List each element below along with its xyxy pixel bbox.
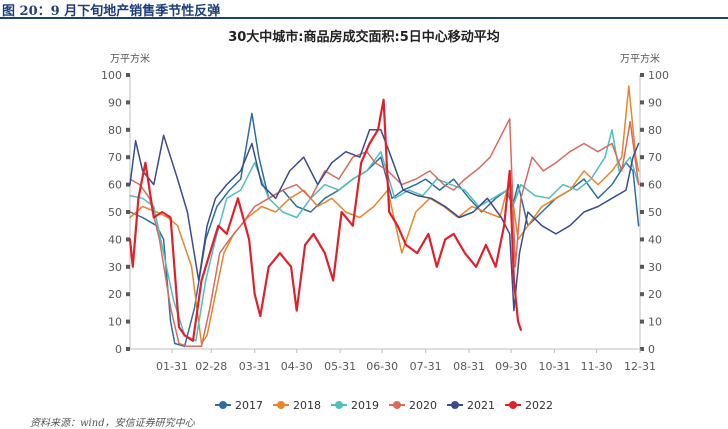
legend-label-2018: 2018 [293, 399, 321, 412]
x-tick-label: 06-30 [366, 360, 398, 373]
y-tick-label-left: 40 [108, 233, 122, 246]
y-tick-label-right: 10 [648, 316, 662, 329]
y-tick-left-marker [126, 319, 130, 324]
x-tick-label: 04-30 [281, 360, 313, 373]
legend-swatch-marker-2021 [451, 401, 459, 409]
y-tick-right-marker [640, 292, 644, 297]
series-line-2021 [129, 129, 640, 312]
y-tick-right-marker [640, 319, 644, 324]
x-tick-label: 10-31 [539, 360, 571, 373]
y-tick-left-marker [126, 127, 130, 132]
legend-label-2019: 2019 [351, 399, 379, 412]
series-line-2017 [129, 112, 640, 348]
y-tick-label-right: 50 [648, 206, 662, 219]
y-tick-right-marker [640, 155, 644, 160]
legend-swatch-marker-2020 [393, 401, 401, 409]
y-tick-left-marker [126, 73, 130, 77]
figure-title: 图 20：9 月下旬地产销售季节性反弹 [2, 4, 221, 19]
y-tick-left-marker [126, 237, 130, 242]
y-tick-label-left: 90 [108, 96, 122, 109]
y-tick-label-left: 10 [108, 316, 122, 329]
y-tick-label-left: 80 [108, 124, 122, 137]
legend-swatch-marker-2017 [219, 401, 227, 409]
y-tick-left-marker [126, 100, 130, 105]
y-tick-right-marker [640, 182, 644, 187]
y-tick-right-marker [640, 127, 644, 132]
y-tick-right-marker [640, 237, 644, 242]
x-tick-label: 07-31 [410, 360, 442, 373]
y-tick-label-right: 100 [648, 69, 669, 82]
x-tick-label: 01-31 [156, 360, 188, 373]
legend-swatch-marker-2018 [277, 401, 285, 409]
y-tick-label-right: 80 [648, 124, 662, 137]
x-tick-label: 11-30 [581, 360, 613, 373]
y-tick-label-right: 60 [648, 179, 662, 192]
y-tick-left-marker [126, 210, 130, 214]
y-tick-right-marker [640, 210, 644, 214]
y-tick-right-marker [640, 264, 644, 269]
y-tick-right-marker [640, 100, 644, 105]
y-tick-label-right: 20 [648, 288, 662, 301]
figure-header: 图 20：9 月下旬地产销售季节性反弹 [0, 0, 728, 22]
x-tick-label: 12-31 [624, 360, 656, 373]
y-tick-label-left: 30 [108, 261, 122, 274]
legend-swatch-marker-2019 [335, 401, 343, 409]
legend-label-2021: 2021 [467, 399, 495, 412]
y-tick-label-left: 0 [115, 343, 122, 356]
figure-header-rule [0, 17, 728, 19]
legend-label-2017: 2017 [235, 399, 263, 412]
figure-source: 资料来源：wind，安信证券研究中心 [30, 418, 195, 429]
y-tick-label-right: 70 [648, 151, 662, 164]
x-tick-label: 08-31 [453, 360, 485, 373]
y-tick-label-right: 90 [648, 96, 662, 109]
y-tick-right-marker [640, 73, 644, 77]
right-axis-unit: 万平方米 [620, 54, 660, 65]
y-tick-label-left: 60 [108, 179, 122, 192]
y-tick-left-marker [126, 347, 130, 351]
y-tick-left-marker [126, 292, 130, 297]
y-tick-left-marker [126, 182, 130, 187]
y-tick-label-right: 40 [648, 233, 662, 246]
series-line-2022 [128, 98, 522, 342]
y-tick-label-right: 0 [648, 343, 655, 356]
y-tick-label-left: 20 [108, 288, 122, 301]
y-tick-label-left: 100 [101, 69, 122, 82]
y-tick-label-left: 70 [108, 151, 122, 164]
y-tick-label-left: 50 [108, 206, 122, 219]
y-tick-left-marker [126, 155, 130, 160]
x-tick-label: 03-31 [239, 360, 271, 373]
y-tick-label-right: 30 [648, 261, 662, 274]
legend-swatch-marker-2022 [509, 401, 517, 409]
y-tick-right-marker [640, 347, 644, 351]
legend-label-2022: 2022 [525, 399, 553, 412]
x-tick-label: 02-28 [195, 360, 227, 373]
x-tick-label: 09-30 [495, 360, 527, 373]
x-tick-label: 05-31 [324, 360, 356, 373]
chart-title: 30大中城市:商品房成交面积:5日中心移动平均 [228, 30, 500, 45]
y-tick-left-marker [126, 264, 130, 269]
left-axis-unit: 万平方米 [110, 54, 150, 65]
legend-label-2020: 2020 [409, 399, 437, 412]
